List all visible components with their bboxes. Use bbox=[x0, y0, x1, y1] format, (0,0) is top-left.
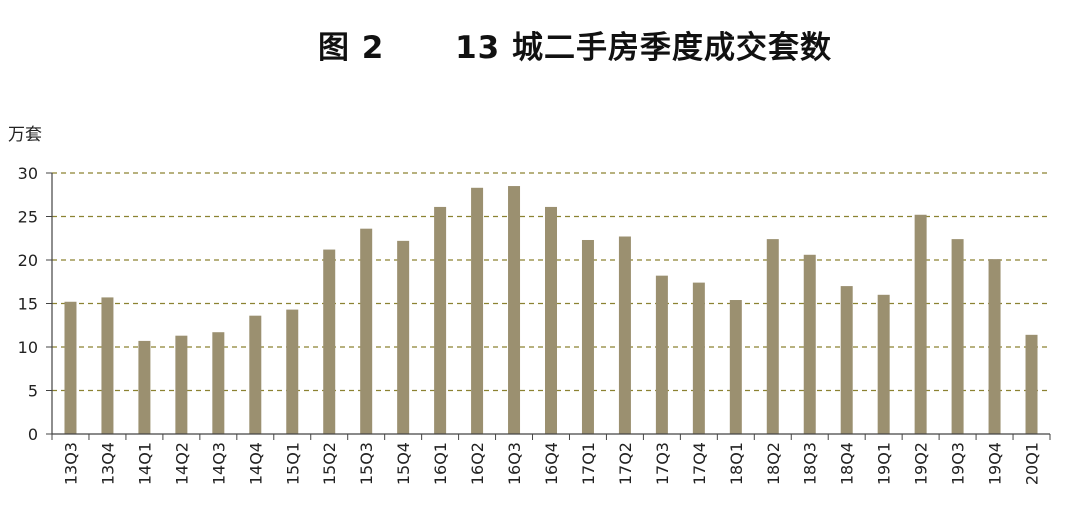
x-tick-label: 16Q3 bbox=[505, 442, 524, 485]
y-tick-label: 15 bbox=[18, 295, 38, 314]
bar bbox=[729, 300, 742, 434]
x-tick-label: 17Q3 bbox=[653, 442, 672, 485]
bar bbox=[212, 332, 225, 434]
x-tick-label: 19Q1 bbox=[875, 442, 894, 485]
x-tick-label: 15Q1 bbox=[283, 442, 302, 485]
bar bbox=[840, 286, 853, 434]
bar bbox=[249, 315, 262, 434]
x-tick-label: 14Q4 bbox=[246, 442, 265, 485]
x-tick-label: 16Q2 bbox=[468, 442, 487, 485]
bar bbox=[951, 239, 964, 434]
x-tick-label: 15Q4 bbox=[394, 442, 413, 485]
bar bbox=[101, 297, 114, 434]
x-tick-label: 16Q1 bbox=[431, 442, 450, 485]
x-tick-label: 14Q3 bbox=[209, 442, 228, 485]
y-tick-label: 10 bbox=[18, 338, 38, 357]
x-tick-label: 18Q4 bbox=[838, 442, 857, 485]
axes bbox=[46, 172, 1051, 440]
x-tick-labels: 13Q3 13Q4 14Q1 14Q2 14Q3 14Q4 15Q1 15Q2 15Q3 15Q4… bbox=[61, 442, 1041, 485]
x-tick-label: 18Q2 bbox=[764, 442, 783, 485]
y-tick-label: 0 bbox=[28, 425, 38, 444]
bar bbox=[323, 249, 336, 434]
y-axis-label: 万套 bbox=[8, 125, 42, 145]
x-tick-label: 17Q4 bbox=[690, 442, 709, 485]
x-tick-label: 18Q1 bbox=[727, 442, 746, 485]
y-tick-label: 5 bbox=[28, 382, 38, 401]
y-tick-label: 20 bbox=[18, 251, 38, 270]
bar bbox=[1025, 334, 1038, 434]
bar bbox=[766, 239, 779, 434]
x-tick-label: 17Q2 bbox=[616, 442, 635, 485]
x-tick-label: 15Q2 bbox=[320, 442, 339, 485]
bar bbox=[360, 228, 373, 434]
x-tick-label: 14Q2 bbox=[172, 442, 191, 485]
x-tick-label: 14Q1 bbox=[135, 442, 154, 485]
y-tick-labels: 0 5 10 15 20 25 30 bbox=[18, 164, 38, 444]
x-tick-label: 16Q4 bbox=[542, 442, 561, 485]
bar bbox=[618, 236, 631, 434]
bar bbox=[138, 340, 151, 434]
bar bbox=[914, 214, 927, 434]
bars bbox=[64, 186, 1038, 434]
bar bbox=[175, 335, 188, 434]
bar bbox=[64, 301, 77, 434]
bar bbox=[581, 239, 594, 434]
chart-title: 图 2 13 城二手房季度成交套数 bbox=[317, 30, 833, 66]
x-tick-label: 17Q1 bbox=[579, 442, 598, 485]
bar bbox=[692, 282, 705, 434]
bar bbox=[397, 240, 410, 434]
x-tick-label: 19Q3 bbox=[949, 442, 968, 485]
bar bbox=[877, 294, 890, 434]
bar bbox=[508, 186, 521, 434]
x-tick-label: 15Q3 bbox=[357, 442, 376, 485]
x-tick-label: 19Q2 bbox=[912, 442, 931, 485]
bar bbox=[471, 187, 484, 434]
x-tick-label: 13Q4 bbox=[98, 442, 117, 485]
bar bbox=[434, 206, 447, 434]
y-tick-label: 25 bbox=[18, 208, 38, 227]
bar bbox=[803, 254, 816, 434]
x-tick-label: 19Q4 bbox=[986, 442, 1005, 485]
bar bbox=[286, 309, 299, 434]
y-tick-label: 30 bbox=[18, 164, 38, 183]
x-tick-label: 20Q1 bbox=[1023, 442, 1042, 485]
bar bbox=[655, 275, 668, 434]
bar bbox=[988, 259, 1001, 434]
x-tick-label: 13Q3 bbox=[61, 442, 80, 485]
bar bbox=[545, 206, 557, 434]
x-tick-label: 18Q3 bbox=[801, 442, 820, 485]
